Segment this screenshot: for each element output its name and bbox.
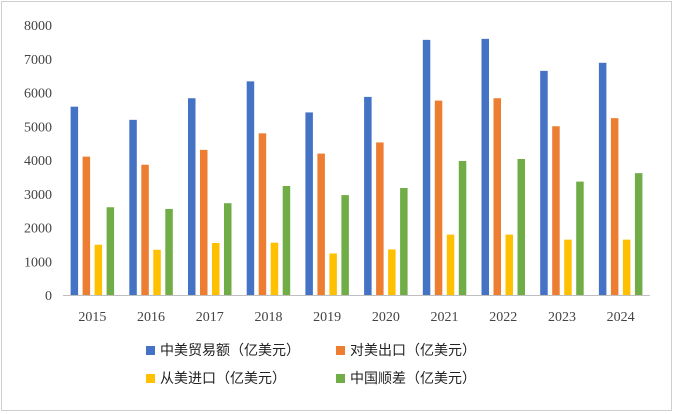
bar	[376, 142, 384, 295]
legend-swatch	[146, 374, 155, 383]
legend-swatch	[146, 346, 155, 355]
x-tick-label: 2022	[489, 310, 517, 325]
bar	[388, 249, 396, 295]
bar	[82, 156, 91, 296]
x-tick-label: 2020	[372, 310, 400, 325]
x-tick-label: 2024	[607, 310, 635, 325]
bar	[552, 126, 560, 295]
legend-label: 中国顺差（亿美元）	[350, 371, 476, 387]
legend-label: 中美贸易额（亿美元）	[160, 343, 300, 359]
bar	[364, 96, 372, 295]
y-tick-label: 0	[45, 289, 52, 304]
bar	[70, 106, 79, 296]
bar	[258, 133, 267, 295]
y-tick-label: 3000	[24, 188, 52, 203]
bar	[446, 234, 455, 295]
bar	[129, 119, 137, 295]
bar	[188, 98, 196, 296]
bar	[505, 234, 513, 295]
bar	[564, 239, 572, 295]
bar	[94, 244, 103, 295]
x-tick-label: 2017	[196, 310, 224, 325]
x-tick-label: 2023	[548, 310, 576, 325]
x-tick-label: 2021	[431, 310, 459, 325]
y-tick-label: 5000	[24, 120, 52, 135]
bar	[598, 62, 607, 295]
bar	[200, 149, 208, 296]
bar	[458, 161, 467, 295]
bar	[317, 153, 325, 295]
y-tick-label: 1000	[24, 255, 52, 270]
bar	[305, 112, 313, 295]
legend-swatch	[336, 374, 345, 383]
bar	[106, 207, 115, 295]
bar	[246, 81, 255, 295]
y-tick-label: 8000	[24, 19, 52, 34]
bar	[540, 70, 548, 296]
bar	[622, 239, 631, 295]
bar	[341, 195, 349, 295]
bar	[165, 208, 173, 295]
bar	[400, 188, 408, 295]
bar	[153, 249, 161, 295]
bar	[481, 38, 489, 296]
bar	[270, 242, 279, 295]
bar	[576, 181, 584, 295]
y-tick-label: 4000	[24, 154, 52, 169]
bar	[610, 118, 619, 296]
legend-swatch	[336, 346, 345, 355]
bar	[329, 253, 337, 295]
bar	[141, 164, 149, 295]
x-tick-label: 2019	[313, 310, 341, 325]
y-tick-label: 7000	[24, 53, 52, 68]
legend-label: 对美出口（亿美元）	[350, 343, 476, 359]
y-tick-label: 2000	[24, 222, 52, 237]
bar	[517, 158, 525, 295]
bar	[434, 100, 443, 295]
bar	[634, 173, 643, 295]
x-tick-label: 2016	[137, 310, 165, 325]
x-tick-label: 2015	[78, 310, 106, 325]
legend-label: 从美进口（亿美元）	[160, 371, 286, 387]
bar	[493, 98, 501, 296]
bar	[212, 243, 220, 295]
bar	[422, 39, 431, 295]
bar	[282, 185, 291, 295]
y-tick-label: 6000	[24, 87, 52, 102]
bar	[224, 203, 232, 295]
x-tick-label: 2018	[254, 310, 282, 325]
